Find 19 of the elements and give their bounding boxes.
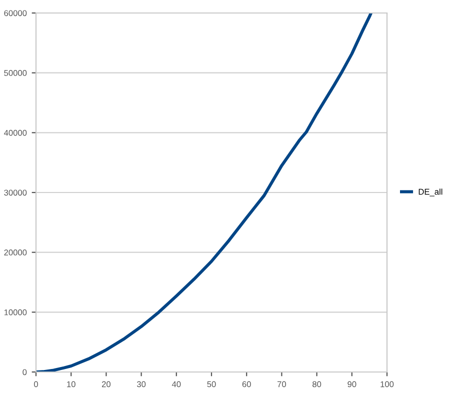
y-tick-label: 40000: [4, 130, 27, 136]
x-tick-label: 20: [102, 381, 111, 388]
y-tick-label: 30000: [4, 190, 27, 196]
legend-label: DE_all: [418, 188, 442, 196]
x-tick-label: 0: [34, 381, 38, 388]
y-tick-label: 50000: [4, 70, 27, 76]
x-tick-label: 90: [348, 381, 356, 388]
y-tick-label: 0: [22, 369, 27, 376]
x-tick-label: 50: [207, 381, 216, 388]
x-tick-label: 80: [312, 381, 322, 388]
x-tick-label: 70: [277, 381, 286, 388]
x-tick-label: 100: [380, 381, 394, 388]
y-tick-label: 10000: [4, 309, 27, 316]
x-tick-label: 10: [67, 381, 76, 388]
y-tick-label: 60000: [4, 10, 27, 16]
x-tick-label: 40: [172, 381, 181, 388]
x-tick-label: 30: [136, 381, 146, 388]
y-tick-label: 20000: [4, 250, 27, 256]
x-tick-label: 60: [242, 381, 251, 388]
